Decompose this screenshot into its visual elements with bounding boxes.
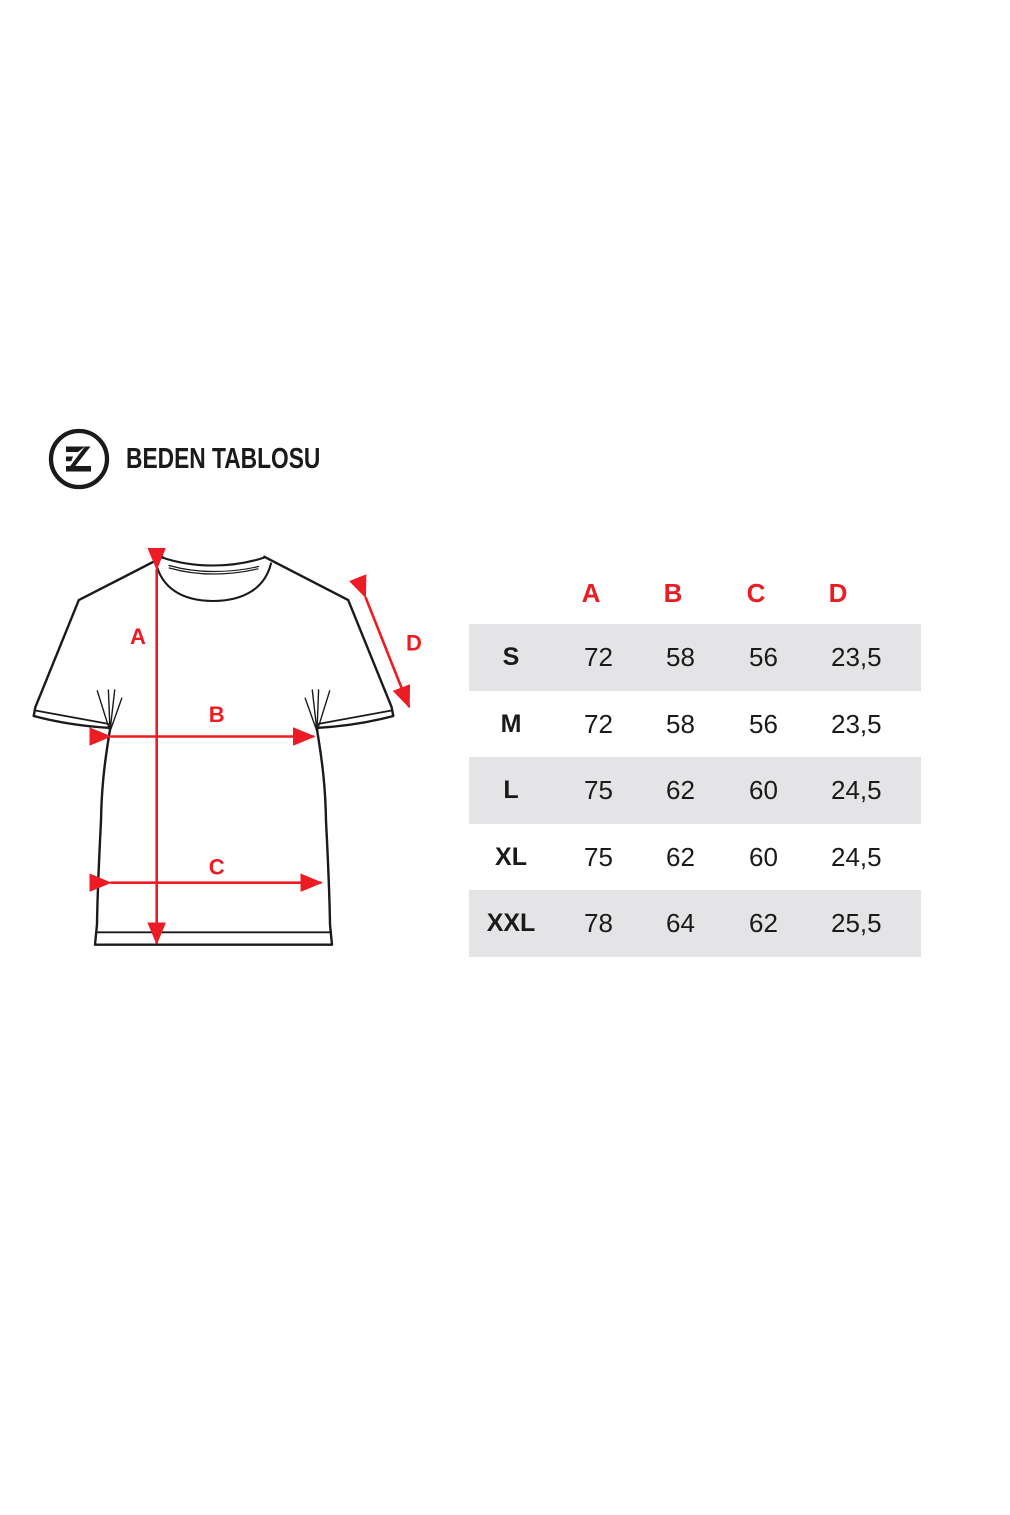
svg-text:A: A: [130, 624, 146, 649]
svg-text:D: D: [406, 631, 422, 656]
svg-text:B: B: [209, 702, 225, 727]
svg-text:C: C: [209, 855, 225, 880]
